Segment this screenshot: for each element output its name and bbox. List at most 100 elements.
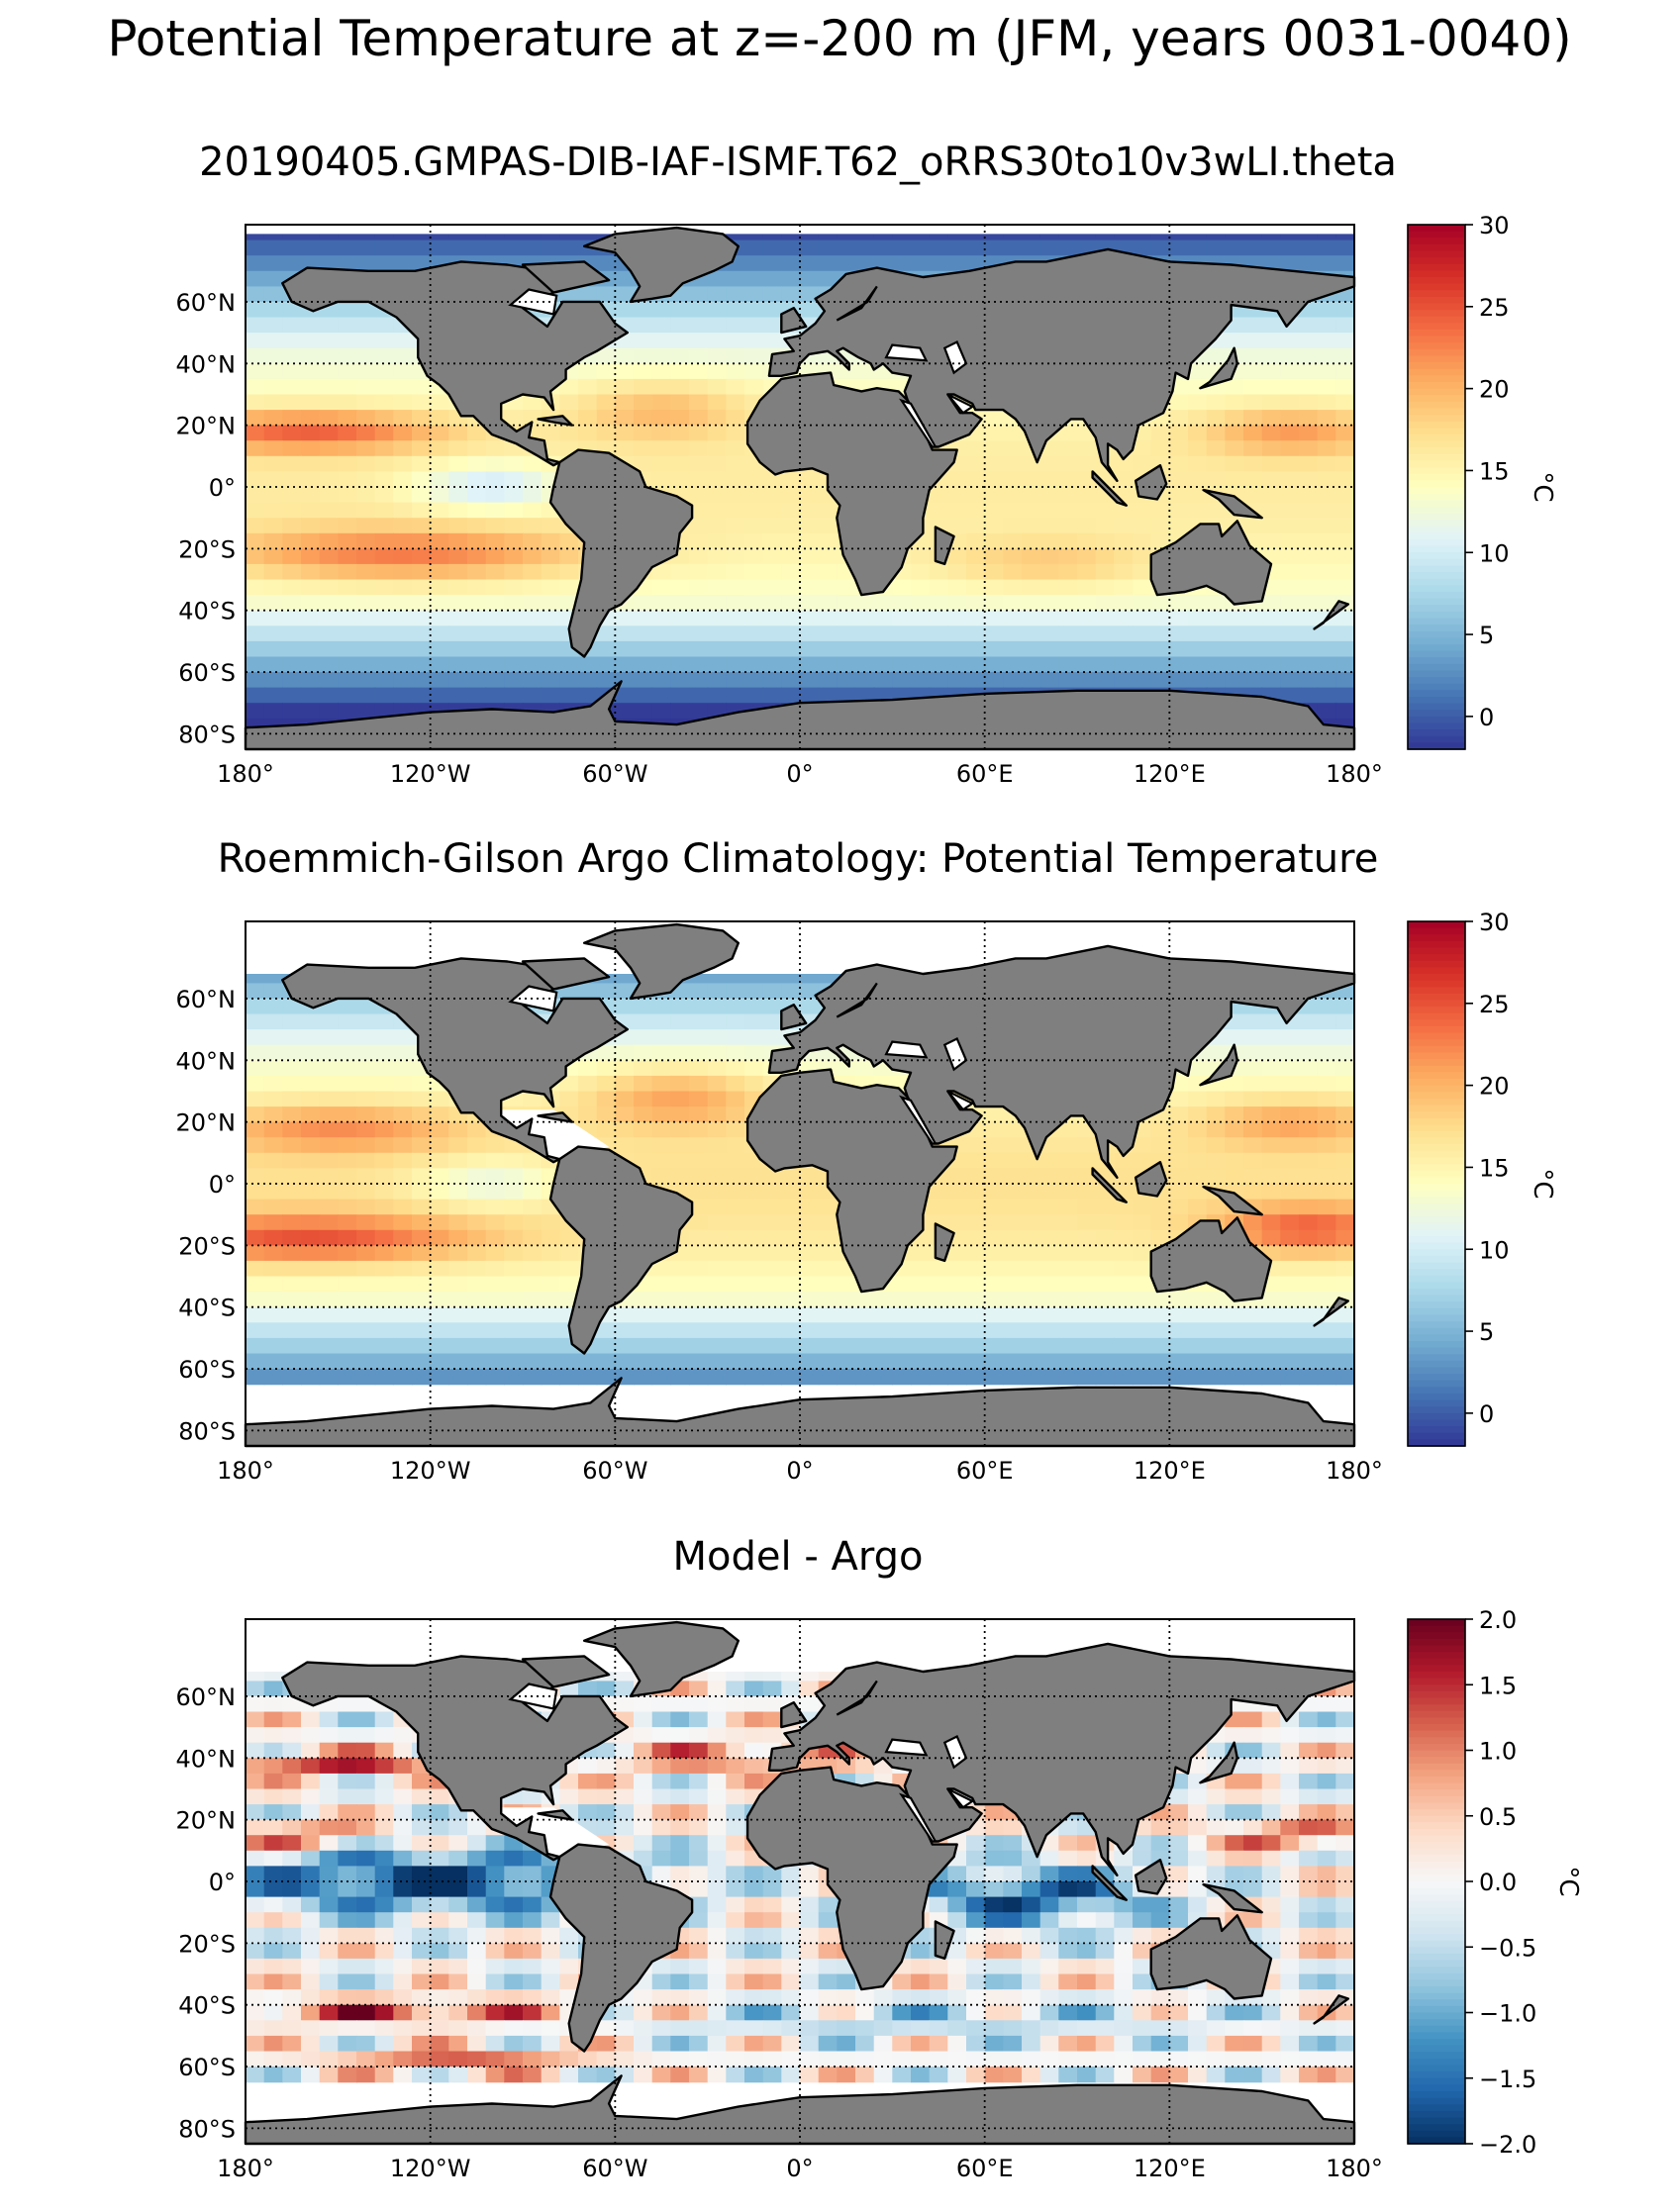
colorbar-tick-label: 25 xyxy=(1479,991,1510,1018)
heat-cell xyxy=(634,394,653,411)
heat-cell xyxy=(1095,532,1115,549)
heat-cell xyxy=(485,1184,505,1201)
heat-cell xyxy=(966,471,986,488)
colorbar-segment xyxy=(1408,1202,1465,1211)
heat-cell xyxy=(263,1819,283,1836)
heat-cell xyxy=(1317,1260,1336,1278)
heat-cell xyxy=(707,1881,727,1898)
colorbar-segment xyxy=(1408,348,1465,357)
continent-eurasia xyxy=(767,247,1356,482)
heat-cell xyxy=(892,1353,912,1370)
heat-cell xyxy=(984,1353,1004,1370)
heat-cell xyxy=(1039,595,1059,612)
heat-cell xyxy=(1299,255,1319,272)
heat-cell xyxy=(1280,1773,1300,1790)
heat-cell xyxy=(448,1276,468,1293)
heat-cell xyxy=(1169,1866,1189,1882)
heat-cell xyxy=(282,1060,302,1077)
heat-cell xyxy=(1133,1245,1152,1262)
heat-cell xyxy=(726,1044,745,1061)
heat-cell xyxy=(246,998,265,1015)
heat-cell xyxy=(467,455,487,472)
heat-cell xyxy=(707,625,727,642)
heat-cell xyxy=(984,1804,1004,1821)
heat-cell xyxy=(356,1075,376,1093)
heat-cell xyxy=(523,595,543,612)
heat-cell xyxy=(1261,394,1281,411)
heat-cell xyxy=(374,1184,394,1201)
colorbar-segment xyxy=(1408,1229,1465,1237)
heat-cell xyxy=(855,656,875,673)
heat-cell xyxy=(800,487,820,504)
heat-cell xyxy=(282,1819,302,1836)
heat-cell xyxy=(430,625,449,642)
heat-cell xyxy=(319,548,339,565)
heat-cell xyxy=(984,1184,1004,1201)
heat-cell xyxy=(1022,518,1041,534)
heat-cell xyxy=(338,610,357,626)
heat-cell xyxy=(504,487,524,504)
heat-cell xyxy=(1077,1353,1097,1370)
heat-cell xyxy=(338,703,357,720)
heat-cell xyxy=(762,502,782,519)
heat-cell xyxy=(412,1850,432,1867)
heat-cell xyxy=(1335,656,1355,673)
heat-cell xyxy=(744,1695,764,1713)
heat-cell xyxy=(504,455,524,472)
colorbar-segment xyxy=(1408,1170,1465,1179)
heat-cell xyxy=(762,1214,782,1231)
heat-cell xyxy=(984,1229,1004,1246)
heat-cell xyxy=(523,1229,543,1246)
heat-cell xyxy=(744,1758,764,1775)
heat-cell xyxy=(1280,1029,1300,1046)
heat-cell xyxy=(1299,378,1319,396)
heat-cell xyxy=(523,548,543,565)
heat-cell xyxy=(1299,1245,1319,1262)
heat-cell xyxy=(1003,425,1023,441)
heat-cell xyxy=(651,425,671,441)
heat-cell xyxy=(374,1214,394,1231)
heat-cell xyxy=(374,1758,394,1775)
heat-cell xyxy=(1243,471,1263,488)
heat-cell xyxy=(448,625,468,642)
heat-cell xyxy=(1022,1260,1041,1278)
heat-cell xyxy=(504,1369,524,1386)
heat-cell xyxy=(504,548,524,565)
heat-cell xyxy=(1114,1322,1134,1339)
continent-baffin xyxy=(521,957,611,991)
heat-cell xyxy=(263,1337,283,1355)
heat-cell xyxy=(800,240,820,256)
heat-cell xyxy=(947,1292,967,1308)
heat-cell xyxy=(1169,455,1189,472)
heat-cell xyxy=(541,548,560,565)
heat-cell xyxy=(689,425,709,441)
heat-cell xyxy=(744,579,764,596)
heat-cell xyxy=(1058,625,1078,642)
heat-cell xyxy=(319,656,339,673)
y-tick-label: 80°S xyxy=(178,721,236,748)
heat-cell xyxy=(689,1337,709,1355)
heat-cell xyxy=(319,317,339,334)
heat-cell xyxy=(744,378,764,396)
heat-cell xyxy=(1003,1850,1023,1867)
heat-cell xyxy=(467,1292,487,1308)
heat-cell xyxy=(338,656,357,673)
heat-cell xyxy=(651,625,671,642)
heat-cell xyxy=(726,378,745,396)
heat-cell xyxy=(1317,471,1336,488)
heat-cell xyxy=(263,656,283,673)
heat-cell xyxy=(1188,1199,1208,1215)
continent-antarctica xyxy=(244,680,1356,751)
heat-cell xyxy=(781,1306,801,1323)
heat-cell xyxy=(319,563,339,581)
heat-cell xyxy=(1058,1199,1078,1215)
heat-cell xyxy=(246,1788,265,1805)
heat-cell xyxy=(1261,1758,1281,1775)
heat-cell xyxy=(559,1788,579,1805)
heat-cell xyxy=(1150,1229,1170,1246)
heat-cell xyxy=(966,532,986,549)
heat-cell xyxy=(707,1866,727,1882)
heat-cell xyxy=(393,1773,413,1790)
heat-cell xyxy=(651,1835,671,1852)
heat-cell xyxy=(966,487,986,504)
